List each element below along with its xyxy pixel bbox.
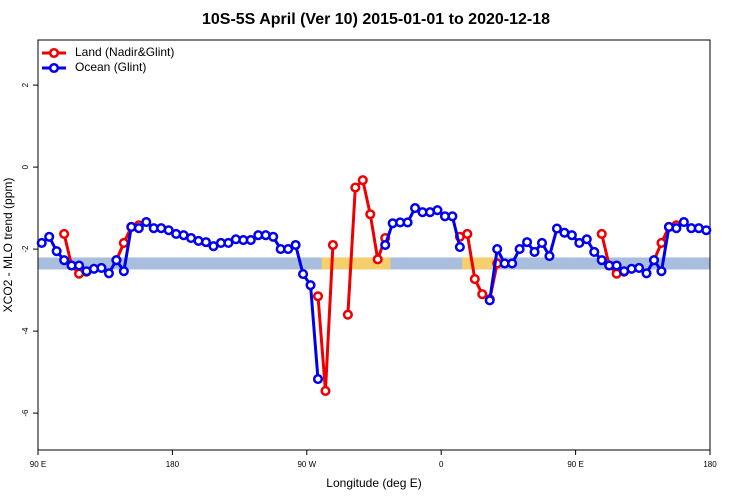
- data-point: [163, 225, 174, 236]
- data-point: [656, 266, 667, 277]
- data-point: [671, 223, 682, 234]
- data-point: [656, 237, 667, 248]
- data-point: [305, 280, 316, 291]
- y-tick-label: -6: [21, 409, 30, 417]
- data-point: [432, 205, 443, 216]
- data-point: [701, 225, 712, 236]
- legend-label: Land (Nadir&Glint): [75, 45, 174, 59]
- data-point: [141, 216, 152, 228]
- data-point: [245, 235, 256, 246]
- data-point: [462, 228, 473, 239]
- data-point: [536, 237, 548, 248]
- data-point: [522, 237, 533, 248]
- data-point: [574, 237, 585, 248]
- data-point: [484, 295, 495, 306]
- y-tick-label: -4: [21, 327, 30, 335]
- data-point: [74, 260, 85, 271]
- data-point: [566, 230, 577, 241]
- legend-label: Ocean (Glint): [75, 60, 146, 74]
- data-point: [507, 258, 518, 269]
- x-tick-label: 180: [703, 460, 717, 469]
- data-point: [514, 244, 525, 255]
- data-point: [312, 291, 324, 302]
- data-point: [365, 209, 376, 220]
- data-point: [477, 289, 488, 300]
- data-point: [641, 268, 652, 279]
- data-point: [410, 203, 421, 214]
- data-point: [298, 269, 309, 280]
- data-point: [342, 309, 353, 320]
- data-point: [648, 255, 660, 266]
- data-point: [492, 244, 503, 255]
- data-point: [596, 255, 607, 266]
- data-point: [44, 231, 55, 242]
- data-point: [581, 234, 592, 245]
- data-point: [544, 251, 555, 262]
- data-point: [402, 217, 413, 228]
- data-point: [469, 273, 480, 285]
- x-axis-label: Longitude (deg E): [326, 476, 421, 490]
- chart-title: 10S-5S April (Ver 10) 2015-01-01 to 2020…: [202, 11, 550, 28]
- data-point: [551, 223, 562, 234]
- data-point: [380, 239, 391, 251]
- data-point: [529, 246, 540, 258]
- data-point: [350, 182, 361, 193]
- y-tick-label: -2: [21, 245, 30, 253]
- data-point: [133, 223, 144, 234]
- data-point: [357, 175, 368, 186]
- x-tick-label: 180: [166, 460, 180, 469]
- data-point: [111, 255, 122, 266]
- data-point: [59, 228, 70, 239]
- y-tick-label: 0: [21, 164, 30, 169]
- data-point: [596, 228, 607, 239]
- data-point: [320, 385, 331, 397]
- x-tick-label: 90 E: [30, 460, 46, 469]
- data-point: [36, 237, 47, 248]
- data-point: [103, 268, 114, 279]
- data-point: [59, 255, 70, 266]
- legend-marker: [48, 47, 60, 59]
- data-point: [589, 246, 600, 258]
- y-axis-label: XCO2 - MLO trend (ppm): [1, 178, 15, 313]
- data-point: [96, 262, 107, 274]
- legend-marker: [48, 62, 60, 74]
- data-point: [51, 246, 62, 257]
- data-point: [372, 254, 383, 265]
- x-tick-label: 90 E: [567, 460, 583, 469]
- data-point: [290, 239, 301, 251]
- data-point: [118, 266, 129, 277]
- data-point: [283, 244, 294, 255]
- data-point: [611, 260, 622, 271]
- data-point: [327, 239, 338, 251]
- x-tick-label: 0: [439, 460, 444, 469]
- data-point: [454, 242, 465, 253]
- data-point: [447, 211, 458, 222]
- data-point: [118, 237, 129, 248]
- x-tick-label: 90 W: [297, 460, 316, 469]
- y-tick-label: 2: [21, 82, 30, 87]
- data-point: [312, 374, 324, 385]
- data-point: [678, 216, 689, 228]
- data-point: [200, 237, 212, 248]
- data-point: [268, 231, 279, 242]
- data-point: [223, 237, 234, 248]
- data-point: [634, 262, 645, 274]
